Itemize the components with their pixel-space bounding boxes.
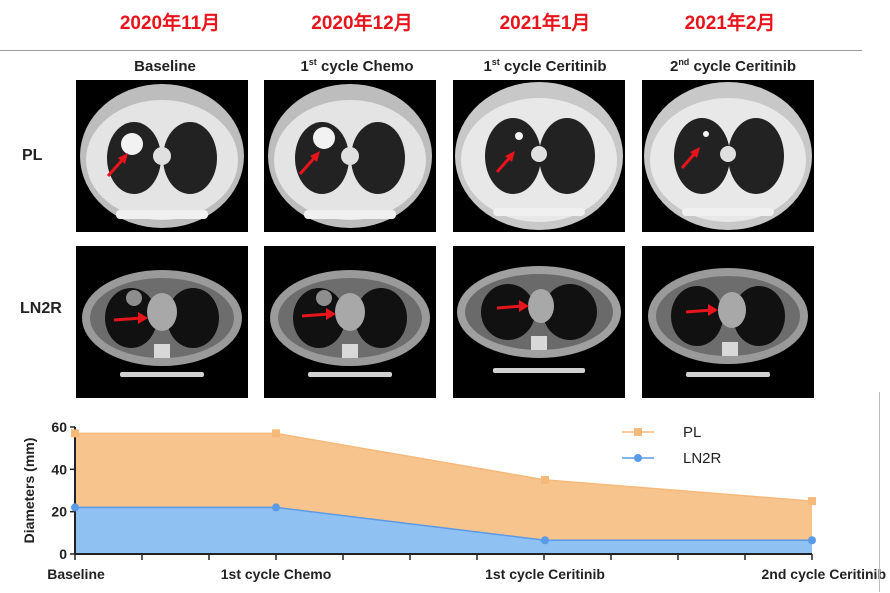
cycle-heading-chemo: 1st cycle Chemo [300, 57, 414, 75]
ct-scan-pl-baseline [76, 80, 248, 232]
x-tick-label: 1st cycle Chemo [221, 566, 332, 582]
legend-marker-ln2r [634, 454, 642, 462]
area-ln2r [75, 507, 812, 554]
y-tick-label: 40 [51, 461, 67, 477]
cycle-heading-baseline: Baseline [134, 58, 196, 75]
point-pl [808, 497, 816, 506]
legend-marker-pl [634, 428, 642, 436]
row-label-ln2r: LN2R [20, 300, 62, 317]
cycle-heading-ceritinib-2: 2nd cycle Ceritinib [669, 57, 797, 75]
point-pl [272, 429, 280, 438]
ct-scan-pl-chemo [264, 80, 436, 232]
ct-scan-pl-ceritinib-2 [642, 80, 814, 232]
x-tick-label: 1st cycle Ceritinib [485, 566, 605, 582]
ct-scan-ln2r-baseline [76, 246, 248, 398]
y-tick-label: 20 [51, 504, 67, 520]
row-label-pl: PL [22, 147, 43, 164]
y-axis-label: Diameters (mm) [21, 438, 37, 544]
point-ln2r [272, 503, 280, 512]
ct-scan-ln2r-ceritinib-1 [453, 246, 625, 398]
diameter-chart: 0 20 40 60 Diameters (mm) Baseline 1st cycle C… [21, 419, 886, 582]
legend-label-pl: PL [683, 424, 701, 441]
date-label-2: 2020年12月 [311, 13, 413, 34]
line-pl [75, 432, 813, 502]
point-pl [541, 475, 549, 484]
date-label-3: 2021年1月 [499, 13, 591, 34]
point-ln2r [541, 536, 549, 545]
date-label-4: 2021年2月 [684, 13, 776, 34]
top-divider [0, 50, 862, 51]
x-tick-label: 2nd cycle Ceritinib [762, 566, 886, 582]
date-label-1: 2020年11月 [119, 13, 221, 34]
ct-scan-ln2r-ceritinib-2 [642, 246, 814, 398]
legend-label-ln2r: LN2R [683, 450, 722, 467]
x-tick-label: Baseline [47, 566, 105, 582]
point-pl [71, 429, 79, 438]
right-bracket [879, 392, 886, 592]
y-tick-label: 0 [59, 546, 67, 562]
cycle-heading-ceritinib-1: 1st cycle Ceritinib [483, 57, 607, 75]
line-ln2r [75, 506, 812, 541]
ct-scan-ln2r-chemo [264, 246, 436, 398]
y-tick-label: 60 [51, 419, 67, 435]
point-ln2r [71, 503, 79, 512]
point-ln2r [808, 536, 816, 545]
ct-scan-pl-ceritinib-1 [453, 80, 625, 232]
